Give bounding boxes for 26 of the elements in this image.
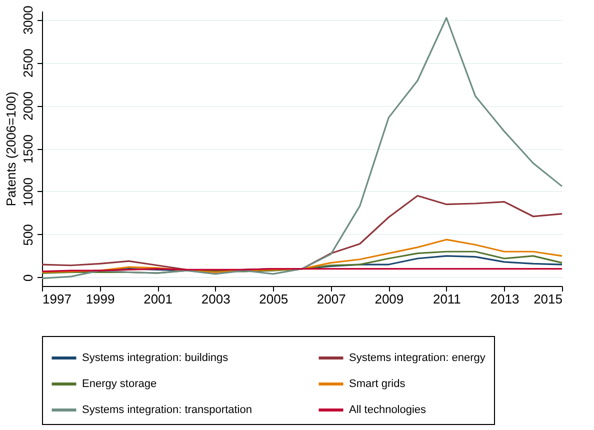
x-tick-label: 2007	[316, 292, 346, 306]
x-tick-label: 2011	[432, 292, 461, 306]
y-tick-label: 3000	[20, 6, 36, 35]
line-series	[41, 17, 563, 280]
y-tick-label: 2500	[20, 48, 36, 78]
x-tick-label: 2013	[490, 292, 520, 306]
x-tick-label: 2009	[374, 292, 404, 306]
y-axis-title: Patents (2006=100)	[4, 92, 18, 206]
legend-label: Smart grids	[349, 378, 406, 390]
y-tick-label: 1000	[20, 178, 36, 206]
legend-label: Systems integration: transportation	[82, 404, 252, 416]
x-tick-label: 1999	[86, 292, 115, 306]
x-tick-label: 2005	[259, 292, 288, 306]
x-tick-label: 2001	[144, 292, 173, 306]
y-tick-label: 0	[20, 274, 36, 282]
y-tick-label: 2000	[20, 92, 36, 120]
x-tick-label: 2015	[534, 292, 562, 306]
legend-label: Energy storage	[82, 378, 157, 390]
x-tick-label: 2003	[201, 292, 230, 306]
y-tick-label: 500	[20, 224, 36, 246]
x-tick-label: 1997	[42, 292, 72, 306]
legend-label: Systems integration: energy	[349, 352, 486, 364]
legend-label: Systems integration: buildings	[82, 352, 229, 364]
y-tick-label: 1500	[20, 134, 36, 164]
legend-label: All technologies	[349, 404, 427, 416]
line-series	[41, 238, 563, 274]
